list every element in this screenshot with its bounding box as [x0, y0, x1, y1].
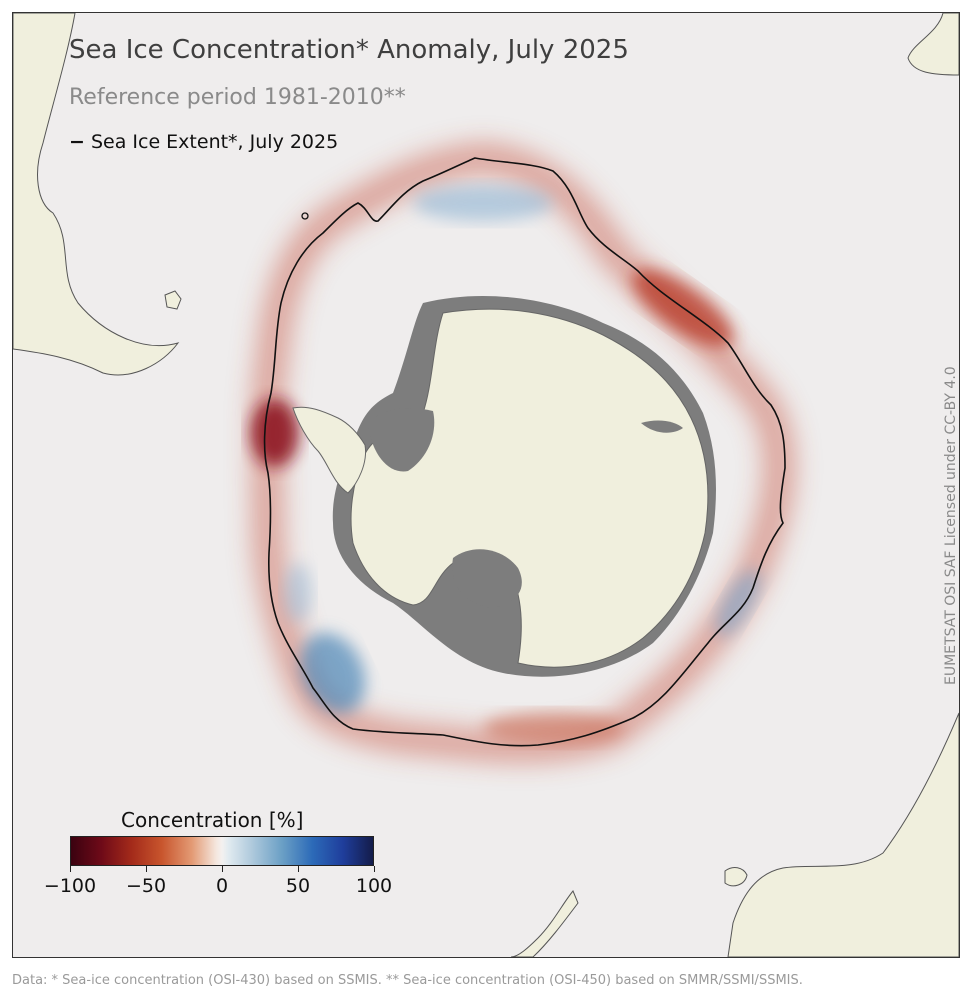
positive-anomaly-east — [715, 569, 761, 637]
colorbar-tick-mark — [221, 866, 223, 872]
australia-land — [727, 712, 959, 957]
colorbar-tick-label: −50 — [125, 875, 167, 897]
small-island-contour — [301, 212, 309, 220]
map-title: Sea Ice Concentration* Anomaly, July 202… — [69, 35, 629, 65]
positive-anomaly-north — [413, 185, 553, 221]
new-zealand-land — [510, 890, 579, 957]
south-negative-anomaly — [483, 712, 623, 744]
falklands-land — [164, 290, 182, 310]
colorbar-tick-mark — [145, 866, 147, 872]
antarctic-map — [13, 13, 959, 957]
map-subtitle: Reference period 1981-2010** — [69, 85, 406, 110]
colorbar-tick-label: 100 — [355, 875, 393, 897]
ronne-ice-shelf — [368, 408, 435, 472]
antarctic-peninsula — [292, 406, 367, 494]
colorbar-title: Concentration [%] — [121, 808, 304, 832]
colorbar-tick-mark — [297, 866, 299, 872]
data-footnote: Data: * Sea-ice concentration (OSI-430) … — [12, 973, 803, 988]
legend-line-symbol: − — [69, 131, 85, 153]
sea-ice-extent-contour — [263, 157, 786, 747]
tasmania-land — [724, 867, 748, 887]
colorbar-tick-label: 0 — [215, 875, 229, 897]
map-frame: Sea Ice Concentration* Anomaly, July 202… — [12, 12, 960, 958]
top-right-land — [907, 13, 959, 76]
amery-ice-shelf — [641, 420, 683, 433]
credit-text: EUMETSAT OSI SAF Licensed under CC-BY 4.… — [943, 366, 959, 685]
south-america-land — [13, 13, 180, 376]
colorbar-tick-label: −100 — [43, 875, 97, 897]
colorbar-tick-label: 50 — [285, 875, 311, 897]
legend-label: Sea Ice Extent*, July 2025 — [90, 131, 339, 153]
extent-legend: − Sea Ice Extent*, July 2025 — [69, 131, 338, 153]
colorbar-tick-mark — [69, 866, 71, 872]
colorbar — [70, 836, 374, 866]
ross-ice-shelf — [452, 549, 522, 608]
strong-negative-anomaly — [251, 399, 299, 467]
colorbar-tick-mark — [373, 866, 375, 872]
positive-anomaly-west — [284, 563, 312, 623]
